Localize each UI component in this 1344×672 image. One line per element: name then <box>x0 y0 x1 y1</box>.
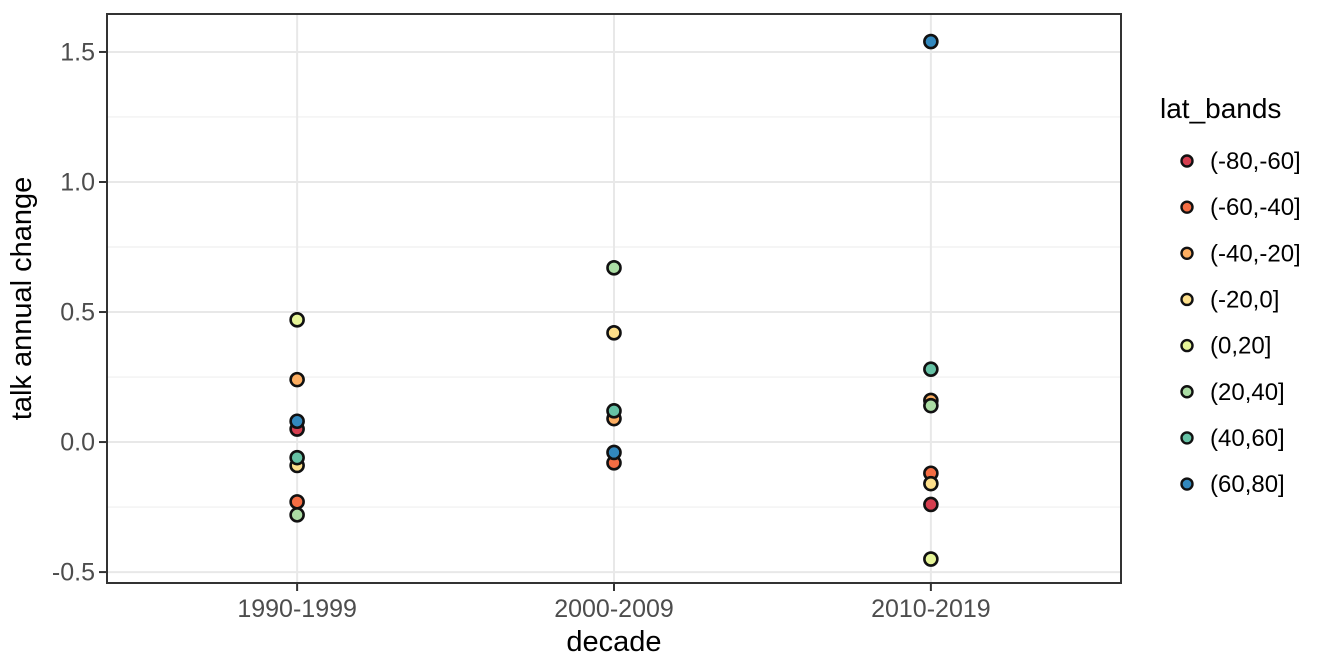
legend-key-swatch <box>1180 246 1194 261</box>
legend-key-swatch <box>1180 338 1194 353</box>
x-axis-title: decade <box>566 626 661 658</box>
legend-entry-label: (0,20] <box>1210 333 1271 360</box>
legend-key-swatch <box>1180 200 1194 214</box>
x-tick-label: 2000-2009 <box>554 595 674 623</box>
y-tick-label: -0.5 <box>52 559 95 587</box>
data-point <box>289 413 305 430</box>
data-point <box>606 325 622 341</box>
data-point <box>289 371 305 388</box>
data-point <box>923 551 939 567</box>
data-point <box>923 397 939 414</box>
data-point <box>289 312 305 328</box>
data-point <box>923 361 939 378</box>
legend-key-swatch <box>1180 477 1194 491</box>
legend-key-swatch <box>1180 431 1194 445</box>
data-point <box>923 33 939 50</box>
data-point <box>606 403 622 419</box>
legend-title: lat_bands <box>1160 93 1281 124</box>
x-tick-label: 2010-2019 <box>871 595 991 623</box>
legend-entry-label: (-40,-20] <box>1210 240 1301 267</box>
legend-key-swatch <box>1180 154 1194 168</box>
legend-entry-label: (-80,-60] <box>1210 148 1301 175</box>
y-axis-title: talk annual change <box>6 177 38 420</box>
legend-entry-label: (20,40] <box>1210 379 1285 406</box>
x-tick-label: 1990-1999 <box>237 595 357 623</box>
legend-key-swatch <box>1180 385 1194 399</box>
data-point <box>289 494 305 510</box>
data-point <box>923 475 939 492</box>
data-point <box>923 496 939 513</box>
data-point <box>289 449 305 466</box>
legend-key-swatch <box>1180 292 1194 307</box>
y-tick-label: 1.5 <box>60 38 95 66</box>
y-tick-label: 0.0 <box>60 429 95 457</box>
data-point <box>606 444 622 461</box>
data-point <box>606 260 622 276</box>
y-tick-label: 1.0 <box>60 168 95 196</box>
legend-entry-label: (-60,-40] <box>1210 194 1301 221</box>
legend-entry-label: (-20,0] <box>1210 286 1279 313</box>
legend-entry-label: (60,80] <box>1210 471 1285 498</box>
data-point <box>289 507 305 523</box>
y-tick-label: 0.5 <box>60 299 95 327</box>
legend-entry-label: (40,60] <box>1210 425 1285 452</box>
